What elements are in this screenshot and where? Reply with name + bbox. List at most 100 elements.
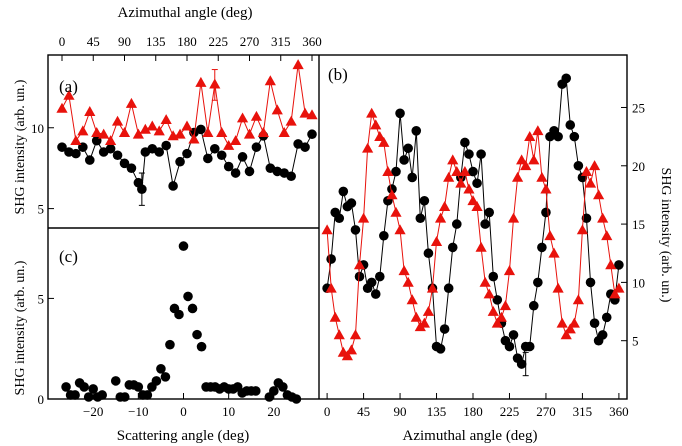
panel-a-series-1-point-24 xyxy=(223,139,235,150)
panel-b-series-1-point-38 xyxy=(475,241,487,252)
panel-b-series-1-point-34 xyxy=(459,166,471,176)
panel-c-series-0-point-20 xyxy=(160,372,171,382)
panel-b-series-1-point-54 xyxy=(540,183,552,194)
panel-b-series-0-point-37 xyxy=(472,178,482,189)
panel-b-series-1-point-62 xyxy=(572,294,584,305)
panel-b-x-tick-label-315: 315 xyxy=(573,404,593,419)
panel-b-series-1-point-48 xyxy=(516,154,528,165)
panel-a-series-0-point-19 xyxy=(182,148,192,159)
panel-a-top-tick-label-135: 135 xyxy=(146,34,166,49)
panel-a-series-0-point-37 xyxy=(307,129,317,140)
panel-b-series-1-point-64 xyxy=(580,166,593,176)
panel-c-x-tick-label-20: 20 xyxy=(267,404,280,419)
panel-a-series-0-point-36 xyxy=(300,142,310,152)
panel-b-series-1-point-45 xyxy=(503,265,516,276)
panel-b-series-1-point-32 xyxy=(451,166,463,176)
panel-a-series-1-point-29 xyxy=(257,127,269,137)
panel-a-series-1-point-4 xyxy=(84,105,96,116)
panel-a-series-0-point-25 xyxy=(223,161,234,172)
panel-a-series-1-point-30 xyxy=(264,75,276,86)
panel-b-series-1-point-53 xyxy=(536,171,548,182)
panel-b-series-0-point-20 xyxy=(403,143,413,154)
panel-a-series-1-point-9 xyxy=(118,127,131,137)
panel-b-series-0-point-72 xyxy=(614,260,624,270)
panel-b-series-1-point-22 xyxy=(410,311,422,322)
panel-b-series-1-point-16 xyxy=(386,189,398,200)
panel-a-series-0-point-12 xyxy=(137,184,147,194)
panel-b-series-0-point-3 xyxy=(334,213,345,224)
panel-a-series-0-point-4 xyxy=(84,155,95,165)
panel-b-series-0-point-11 xyxy=(366,277,377,288)
panel-b-series-1-point-46 xyxy=(507,212,520,223)
panel-b-series-1-point-44 xyxy=(499,300,512,311)
panel-c-series-0-point-4 xyxy=(79,382,89,392)
panel-b-series-1-point-10 xyxy=(362,142,374,153)
panel-b-series-0-point-19 xyxy=(399,155,409,165)
left-axis-title-panel-c: SHG intensity (arb. un.) xyxy=(13,260,28,395)
panel-b-series-1-point-69 xyxy=(601,230,613,241)
panel-a-series-0-point-17 xyxy=(168,181,178,191)
panel-b-series-1-point-63 xyxy=(576,224,589,235)
panel-b-y-tick-label-20: 20 xyxy=(632,159,645,174)
panel-b-series-0-point-32 xyxy=(451,219,462,229)
panel-b-series-0-point-50 xyxy=(524,341,535,352)
panel-b-series-0-point-51 xyxy=(528,300,539,311)
panel-a-series-0-point-23 xyxy=(209,143,220,154)
panel-a-top-tick-label-225: 225 xyxy=(209,34,229,49)
panel-a-series-0-point-9 xyxy=(119,158,130,169)
panel-a-series-1-point-34 xyxy=(292,59,304,70)
panel-a-series-1-point-11 xyxy=(132,128,144,139)
panel-b-series-0-point-36 xyxy=(468,166,478,177)
panel-b-series-0-point-4 xyxy=(338,186,349,197)
panel-c-series-0-point-26 xyxy=(187,303,198,314)
panel-c-x-tick-label-10: 10 xyxy=(222,404,235,419)
panel-c-series-0-point-9 xyxy=(110,376,121,386)
panel-c-series-0-point-0 xyxy=(61,382,71,392)
panel-b-series-1-point-19 xyxy=(398,265,410,276)
panel-a-top-tick-label-360: 360 xyxy=(302,34,322,49)
panel-b-series-1-point-0 xyxy=(321,224,333,235)
panel-b-x-tick-label-135: 135 xyxy=(427,404,447,419)
panel-b-series-0-point-57 xyxy=(553,131,563,142)
panel-c-series-0-point-8 xyxy=(97,390,107,400)
panel-a-series-0-point-15 xyxy=(154,147,165,157)
panel-c-series-0-point-25 xyxy=(183,291,193,302)
panel-b-series-1-point-26 xyxy=(426,282,439,293)
right-axis-title-panel-b: SHG intensity (arb. un.) xyxy=(658,168,673,303)
panel-b-y-tick-label-10: 10 xyxy=(632,275,645,290)
panel-c-x-tick-label--20: −20 xyxy=(83,404,103,419)
panel-b-series-1-point-59 xyxy=(560,329,572,340)
panel-b-x-tick-label-0: 0 xyxy=(324,404,331,419)
panel-b-series-1-point-30 xyxy=(443,171,455,182)
panel-a-series-1-point-3 xyxy=(77,125,89,136)
panel-c-series-0-point-2 xyxy=(70,390,80,400)
panel-a-series-0-point-27 xyxy=(237,152,248,162)
panel-b-series-1-point-58 xyxy=(556,317,568,328)
panel-a-top-tick-label-270: 270 xyxy=(240,34,260,49)
panel-b-series-1-point-35 xyxy=(463,183,475,194)
panel-b-series-0-point-35 xyxy=(464,149,474,159)
panel-b-series-1-point-47 xyxy=(511,171,524,182)
panel-a-series-1-point-6 xyxy=(98,128,110,139)
panel-a-series-1-point-14 xyxy=(153,125,165,136)
panel-c-series-0-point-23 xyxy=(174,309,184,320)
panel-a-series-1-point-8 xyxy=(111,115,124,126)
panel-b-series-1-point-9 xyxy=(357,212,370,223)
panel-b-series-1-point-52 xyxy=(532,125,544,136)
panel-a-y-tick-label-5: 5 xyxy=(38,202,45,217)
panel-b-series-1-point-50 xyxy=(524,131,536,141)
panel-b-series-0-point-7 xyxy=(350,225,361,235)
panel-a-series-1-point-13 xyxy=(146,120,158,131)
panel-b-series-1-point-55 xyxy=(544,230,556,241)
panel-c-label: (c) xyxy=(59,247,78,266)
panel-b-series-1-point-41 xyxy=(487,305,499,316)
panel-b-series-1-point-1 xyxy=(325,282,337,293)
panel-a-series-1-point-25 xyxy=(230,135,242,146)
panel-a-series-0-point-0 xyxy=(57,142,67,152)
panel-a-series-1-point-17 xyxy=(174,128,186,139)
panel-c-series-0-point-21 xyxy=(165,339,175,350)
panel-c-series-0-point-19 xyxy=(156,364,166,374)
panel-a-series-0-point-28 xyxy=(244,166,255,177)
panel-b-series-1-point-25 xyxy=(422,305,435,316)
